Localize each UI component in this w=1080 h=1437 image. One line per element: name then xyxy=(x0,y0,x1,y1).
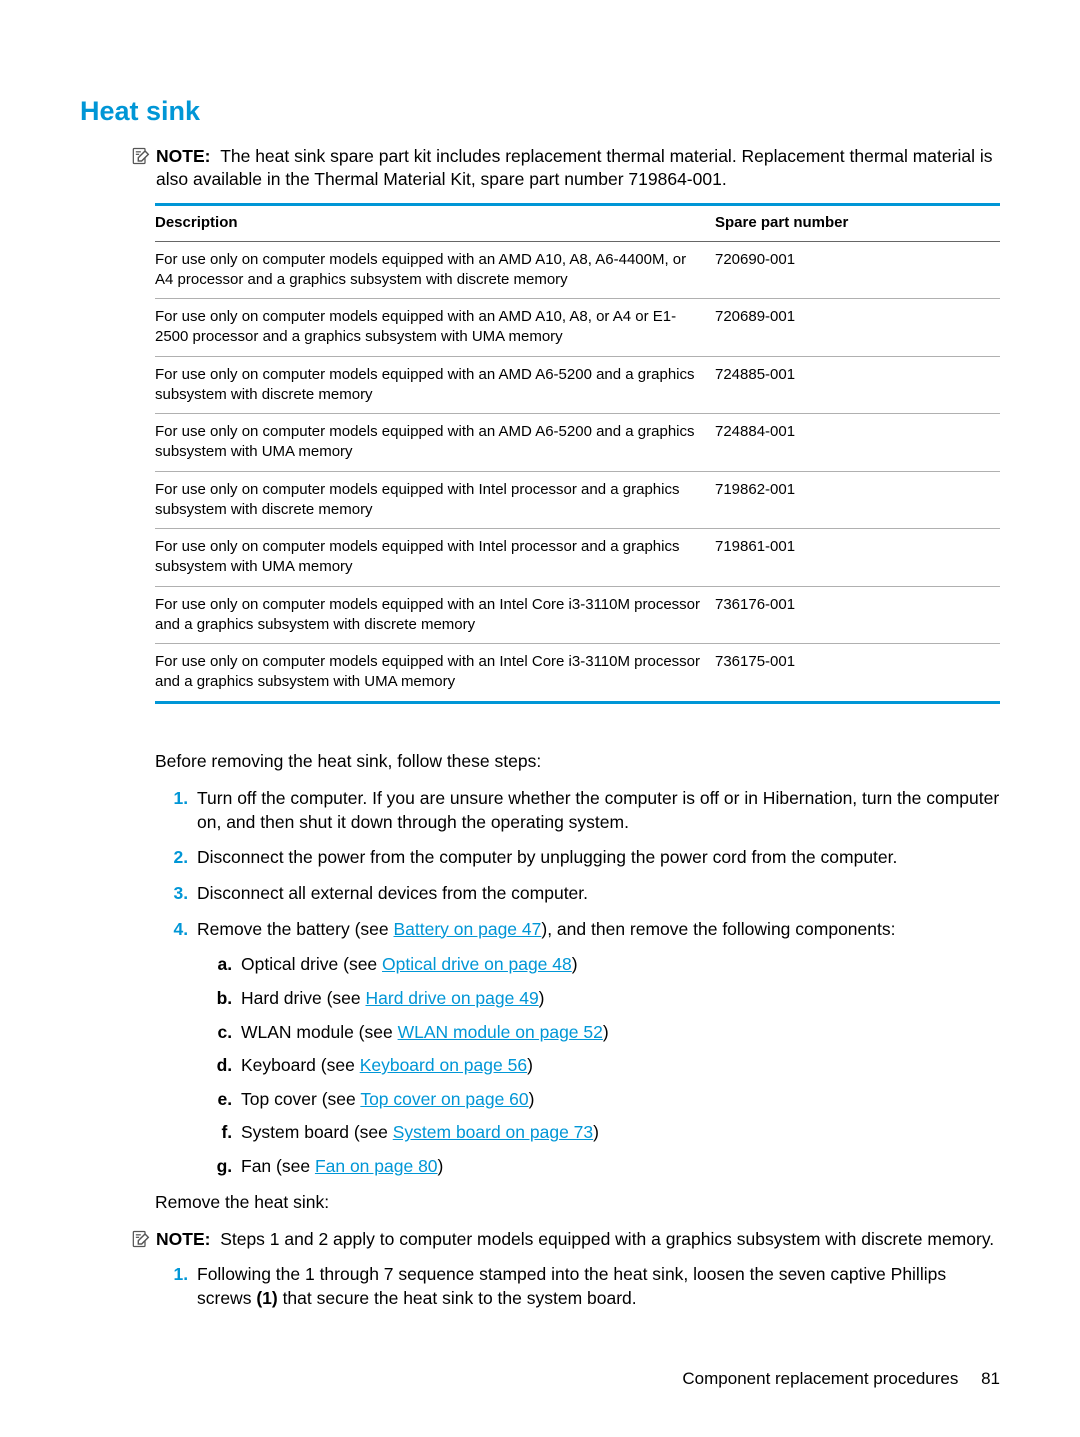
rule-bottom xyxy=(155,701,1000,704)
step-item: Disconnect all external devices from the… xyxy=(193,882,1000,906)
table-row: For use only on computer models equipped… xyxy=(155,586,1000,644)
substep-text: ) xyxy=(603,1022,609,1042)
xref-link[interactable]: WLAN module on page 52 xyxy=(398,1022,603,1042)
col-spare-part: Spare part number xyxy=(715,208,1000,242)
substep-item: Fan (see Fan on page 80) xyxy=(237,1155,1000,1179)
parts-table: Description Spare part number For use on… xyxy=(155,208,1000,701)
cell-spare-part: 719862-001 xyxy=(715,471,1000,529)
cell-description: For use only on computer models equipped… xyxy=(155,471,715,529)
step-item: Remove the battery (see Battery on page … xyxy=(193,918,1000,1179)
substep-text: WLAN module (see xyxy=(241,1022,398,1042)
page-title: Heat sink xyxy=(80,96,1000,127)
cell-spare-part: 719861-001 xyxy=(715,529,1000,587)
cell-description: For use only on computer models equipped… xyxy=(155,299,715,357)
step-ref: (1) xyxy=(256,1288,277,1308)
cell-description: For use only on computer models equipped… xyxy=(155,356,715,414)
cell-description: For use only on computer models equipped… xyxy=(155,241,715,299)
col-description: Description xyxy=(155,208,715,242)
substep-item: Top cover (see Top cover on page 60) xyxy=(237,1088,1000,1112)
table-row: For use only on computer models equipped… xyxy=(155,529,1000,587)
note-body: The heat sink spare part kit includes re… xyxy=(156,146,992,189)
substep-text: Keyboard (see xyxy=(241,1055,360,1075)
rule-top xyxy=(155,203,1000,206)
substep-text: Optical drive (see xyxy=(241,954,382,974)
step-item: Following the 1 through 7 sequence stamp… xyxy=(193,1263,1000,1310)
step-item: Disconnect the power from the computer b… xyxy=(193,846,1000,870)
footer-section: Component replacement procedures xyxy=(682,1369,958,1388)
note-icon xyxy=(130,146,150,166)
step-text: Remove the battery (see xyxy=(197,919,393,939)
cell-spare-part: 724884-001 xyxy=(715,414,1000,472)
cell-description: For use only on computer models equipped… xyxy=(155,586,715,644)
xref-link[interactable]: System board on page 73 xyxy=(393,1122,593,1142)
cell-spare-part: 720689-001 xyxy=(715,299,1000,357)
note-icon xyxy=(130,1229,150,1249)
remove-intro: Remove the heat sink: xyxy=(155,1191,1000,1215)
table-row: For use only on computer models equipped… xyxy=(155,299,1000,357)
substep-text: ) xyxy=(572,954,578,974)
substep-item: Keyboard (see Keyboard on page 56) xyxy=(237,1054,1000,1078)
cell-spare-part: 736176-001 xyxy=(715,586,1000,644)
step-text: that secure the heat sink to the system … xyxy=(278,1288,637,1308)
note-block-2: NOTE: Steps 1 and 2 apply to computer mo… xyxy=(130,1228,1000,1251)
xref-link[interactable]: Hard drive on page 49 xyxy=(366,988,539,1008)
note-text-1: NOTE: The heat sink spare part kit inclu… xyxy=(156,145,1000,191)
substep-item: WLAN module (see WLAN module on page 52) xyxy=(237,1021,1000,1045)
substep-text: Top cover (see xyxy=(241,1089,360,1109)
note-label: NOTE: xyxy=(156,146,210,166)
step-text: ), and then remove the following compone… xyxy=(541,919,895,939)
substep-text: Hard drive (see xyxy=(241,988,366,1008)
xref-link[interactable]: Top cover on page 60 xyxy=(360,1089,528,1109)
substep-text: ) xyxy=(438,1156,444,1176)
footer-page-number: 81 xyxy=(981,1369,1000,1388)
substeps-list: Optical drive (see Optical drive on page… xyxy=(197,953,1000,1178)
table-row: For use only on computer models equipped… xyxy=(155,241,1000,299)
cell-description: For use only on computer models equipped… xyxy=(155,644,715,701)
xref-link[interactable]: Optical drive on page 48 xyxy=(382,954,572,974)
note-body: Steps 1 and 2 apply to computer models e… xyxy=(220,1229,994,1249)
substep-item: Optical drive (see Optical drive on page… xyxy=(237,953,1000,977)
page-footer: Component replacement procedures 81 xyxy=(682,1369,1000,1389)
steps-list-2: Following the 1 through 7 sequence stamp… xyxy=(155,1263,1000,1310)
note-text-2: NOTE: Steps 1 and 2 apply to computer mo… xyxy=(156,1228,994,1251)
table-row: For use only on computer models equipped… xyxy=(155,471,1000,529)
note-label: NOTE: xyxy=(156,1229,210,1249)
substep-text: ) xyxy=(539,988,545,1008)
steps-list: Turn off the computer. If you are unsure… xyxy=(155,787,1000,1179)
note-block-1: NOTE: The heat sink spare part kit inclu… xyxy=(130,145,1000,191)
cell-description: For use only on computer models equipped… xyxy=(155,529,715,587)
cell-spare-part: 720690-001 xyxy=(715,241,1000,299)
cell-description: For use only on computer models equipped… xyxy=(155,414,715,472)
table-row: For use only on computer models equipped… xyxy=(155,356,1000,414)
table-row: For use only on computer models equipped… xyxy=(155,414,1000,472)
table-row: For use only on computer models equipped… xyxy=(155,644,1000,701)
substep-item: Hard drive (see Hard drive on page 49) xyxy=(237,987,1000,1011)
substep-text: ) xyxy=(527,1055,533,1075)
substep-text: System board (see xyxy=(241,1122,393,1142)
substep-text: ) xyxy=(593,1122,599,1142)
step-item: Turn off the computer. If you are unsure… xyxy=(193,787,1000,834)
xref-link[interactable]: Battery on page 47 xyxy=(393,919,541,939)
substep-text: ) xyxy=(529,1089,535,1109)
xref-link[interactable]: Fan on page 80 xyxy=(315,1156,438,1176)
substep-text: Fan (see xyxy=(241,1156,315,1176)
table-region: Description Spare part number For use on… xyxy=(155,203,1000,704)
before-intro: Before removing the heat sink, follow th… xyxy=(155,750,1000,774)
cell-spare-part: 724885-001 xyxy=(715,356,1000,414)
cell-spare-part: 736175-001 xyxy=(715,644,1000,701)
xref-link[interactable]: Keyboard on page 56 xyxy=(360,1055,527,1075)
substep-item: System board (see System board on page 7… xyxy=(237,1121,1000,1145)
